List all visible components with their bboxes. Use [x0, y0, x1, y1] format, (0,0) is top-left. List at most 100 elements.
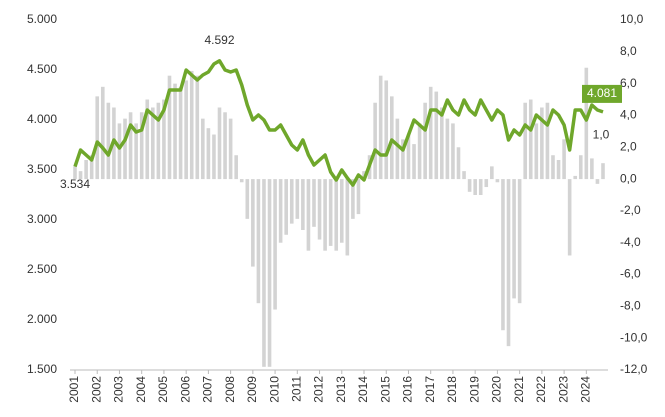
- y2-tick-label: -2,0: [620, 203, 641, 217]
- bar: [217, 107, 222, 180]
- bar: [334, 179, 339, 251]
- bar: [601, 163, 605, 180]
- bar: [273, 179, 277, 310]
- y2-tick-label: 2,0: [620, 139, 637, 153]
- data-label-box: [582, 84, 622, 103]
- bar: [145, 99, 150, 180]
- y-tick-label: 4.500: [27, 62, 57, 76]
- bar: [523, 102, 527, 180]
- bar: [551, 155, 555, 180]
- bar: [595, 179, 600, 184]
- x-tick-label: 2011: [289, 376, 303, 402]
- bar: [184, 80, 188, 180]
- x-tick-label: 2007: [201, 376, 215, 403]
- bar: [412, 144, 416, 180]
- y2-tick-label: -10,0: [620, 330, 648, 344]
- bar: [306, 179, 311, 251]
- x-tick-label: 2021: [512, 376, 526, 403]
- bar: [201, 118, 205, 180]
- bar: [528, 99, 533, 180]
- x-tick-label: 2013: [334, 376, 348, 403]
- bar: [401, 139, 405, 180]
- bar: [478, 179, 483, 195]
- x-tick-label: 2023: [556, 376, 570, 403]
- bar: [467, 179, 472, 192]
- line: [73, 59, 604, 187]
- y2-tick-label: 10,0: [620, 12, 644, 26]
- bar: [95, 96, 100, 180]
- bar: [251, 179, 255, 267]
- bar: [89, 155, 94, 180]
- y-tick-label: 3.500: [27, 162, 57, 176]
- bar: [490, 166, 494, 180]
- bar: [417, 123, 422, 180]
- bar: [345, 179, 350, 256]
- bar: [139, 112, 144, 180]
- y2-tick-label: 6,0: [620, 76, 637, 90]
- bar: [117, 123, 122, 180]
- y2-tick-label: -4,0: [620, 235, 641, 249]
- bar: [162, 99, 166, 180]
- bar: [434, 91, 439, 180]
- bar: [556, 160, 561, 180]
- y2-tick-label: -8,0: [620, 299, 641, 313]
- y-tick-label: 5.000: [27, 12, 57, 26]
- bar: [134, 123, 138, 180]
- x-tick-label: 2008: [223, 376, 237, 403]
- x-tick-label: 2024: [578, 376, 592, 403]
- bar: [373, 102, 377, 180]
- x-tick-label: 2016: [401, 376, 415, 403]
- bar: [212, 134, 216, 180]
- bar: [423, 102, 427, 180]
- bar: [473, 179, 477, 195]
- y-tick-label: 1.500: [27, 362, 57, 376]
- bar: [456, 147, 461, 180]
- y2-tick-label: -6,0: [620, 267, 641, 281]
- bar: [256, 179, 261, 304]
- bar: [317, 179, 322, 240]
- bar: [395, 118, 400, 180]
- bar: [562, 139, 566, 180]
- x-tick-label: 2015: [378, 376, 392, 403]
- data-label: 1,0: [593, 127, 610, 141]
- bar: [590, 158, 594, 180]
- bar: [445, 118, 450, 180]
- bar: [506, 179, 511, 347]
- bar: [384, 80, 389, 180]
- bar: [295, 179, 300, 219]
- bar: [189, 70, 194, 180]
- bar: [534, 123, 539, 180]
- bar: [312, 179, 316, 227]
- y-tick-label: 3.000: [27, 212, 57, 226]
- bar: [267, 179, 272, 367]
- y2-tick-label: -12,0: [620, 362, 648, 376]
- bar: [239, 179, 244, 183]
- bar: [84, 160, 88, 180]
- bar: [156, 102, 161, 180]
- x-tick-label: 2017: [423, 376, 437, 403]
- bar: [228, 118, 233, 180]
- y-tick-label: 4.000: [27, 112, 57, 126]
- x-tick-label: 2012: [312, 376, 326, 403]
- bar: [245, 179, 250, 219]
- bar: [128, 112, 133, 180]
- data-label: 3.534: [60, 177, 90, 191]
- bar: [73, 166, 77, 180]
- x-tick-label: 2006: [178, 376, 192, 403]
- bar: [512, 179, 516, 299]
- x-tick-label: 2005: [156, 376, 170, 403]
- x-tick-label: 2018: [445, 376, 459, 403]
- bar: [78, 171, 83, 180]
- x-tick-label: 2004: [134, 376, 148, 403]
- bar: [484, 179, 489, 188]
- bar: [540, 107, 544, 180]
- bar: [262, 179, 266, 367]
- x-tick-label: 2009: [245, 376, 259, 403]
- bar: [451, 123, 455, 180]
- x-tick-label: 2002: [89, 376, 103, 403]
- bar: [428, 86, 433, 180]
- y-tick-label: 2.500: [27, 262, 57, 276]
- bar: [223, 112, 227, 180]
- bar: [351, 179, 355, 219]
